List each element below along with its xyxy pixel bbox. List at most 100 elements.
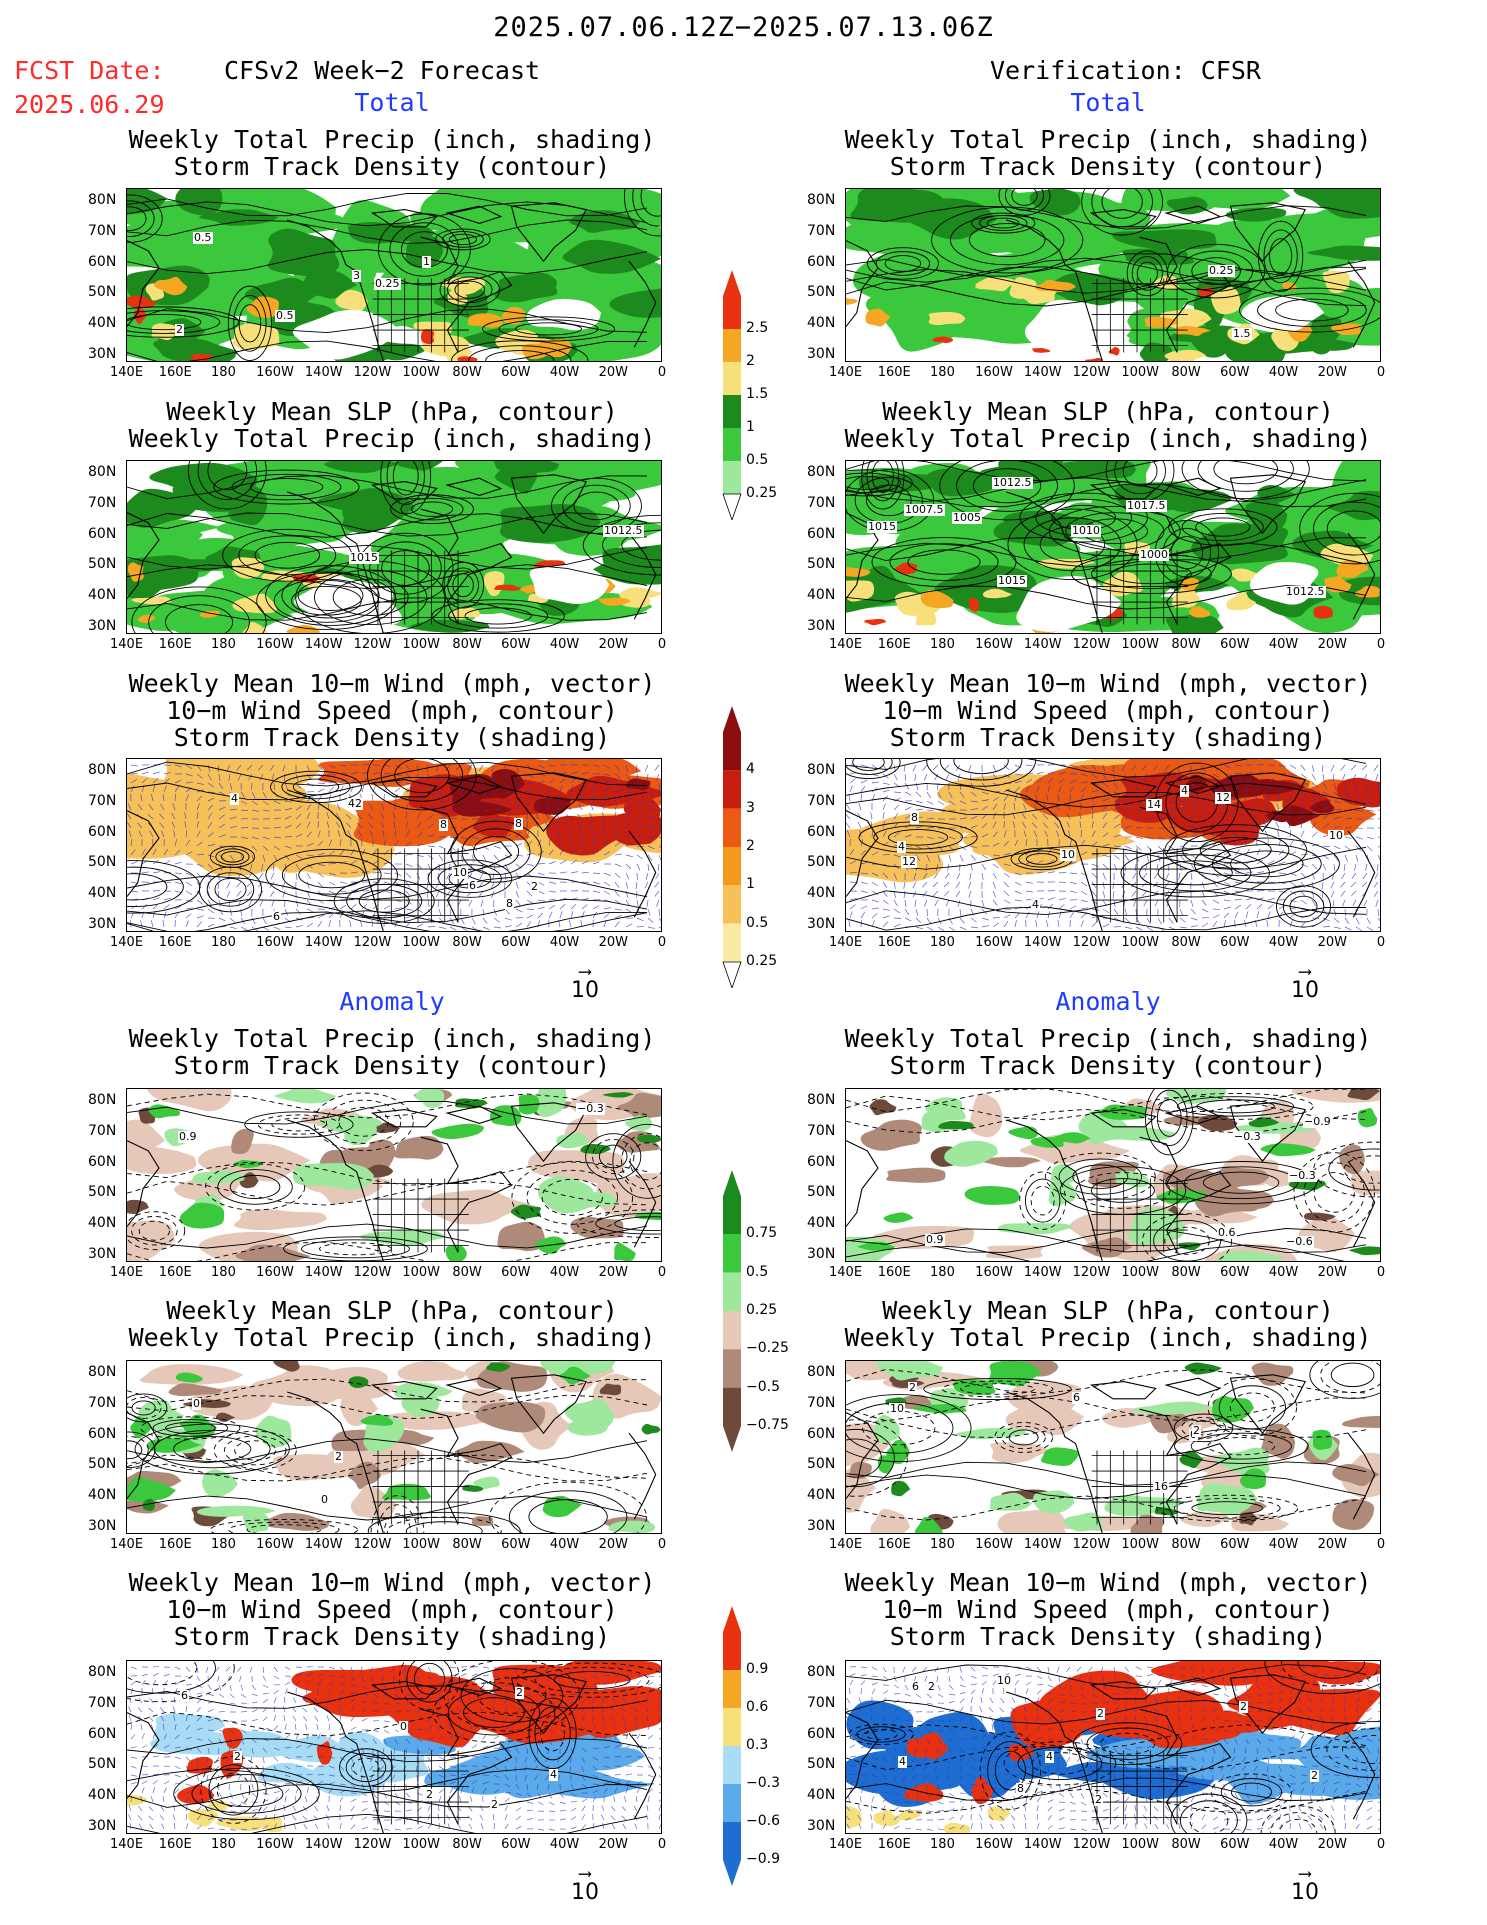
longitude-tick-label: 160E <box>158 1265 192 1280</box>
longitude-tick-label: 140E <box>110 637 144 652</box>
longitude-tick-label: 20W <box>1317 637 1347 652</box>
contour-label: 0.5 <box>275 309 295 322</box>
colorbar-tick-label: 0.5 <box>746 914 769 931</box>
latitude-tick-label: 60N <box>88 253 117 270</box>
arrow-right-icon: ⟶ <box>579 1863 591 1884</box>
map-panel-verification-anomaly-slp: 16106022 <box>845 1360 1381 1534</box>
contour-label: 1.5 <box>1232 327 1252 340</box>
longitude-tick-label: 0 <box>1376 1537 1386 1552</box>
colorbar-tick-label: −0.25 <box>746 1340 789 1357</box>
longitude-tick-label: 120W <box>1072 1837 1111 1852</box>
longitude-tick-label: 140E <box>829 1837 863 1852</box>
longitude-tick-label: 80W <box>1171 1265 1201 1280</box>
verification-title: Verification: CFSR <box>990 56 1261 85</box>
longitude-tick-label: 160E <box>158 637 192 652</box>
contour-label: −0.3 <box>1233 1130 1262 1143</box>
latitude-tick-label: 70N <box>807 222 836 239</box>
contour-label: 1012.5 <box>1285 585 1326 598</box>
longitude-tick-label: 160W <box>256 935 294 950</box>
latitude-tick-label: 30N <box>88 916 117 932</box>
panel-title: Weekly Mean SLP (hPa, contour) Weekly Tot… <box>128 1296 656 1352</box>
longitude-tick-label: 120W <box>1072 637 1111 652</box>
longitude-tick-label: 0 <box>657 637 667 652</box>
longitude-tick-label: 140E <box>110 935 144 950</box>
contour-label: 6 <box>468 879 477 892</box>
map-panel-forecast-anomaly-slp: 0 2 0 <box>126 1360 662 1534</box>
contour-label: 8 <box>505 897 514 910</box>
longitude-tick-label: 120W <box>353 637 392 652</box>
longitude-tick-label: 160E <box>877 1537 911 1552</box>
longitude-tick-label: 40W <box>549 1265 580 1280</box>
longitude-tick-label: 40W <box>1268 1837 1299 1852</box>
latitude-tick-label: 50N <box>807 1184 836 1201</box>
longitude-tick-label: 60W <box>501 1837 531 1852</box>
colorbar-tick-label: 4 <box>746 761 755 778</box>
panel-title: Weekly Total Precip (inch, shading) Storm… <box>844 1024 1372 1080</box>
section-total-right: Total <box>1070 88 1146 117</box>
latitude-tick-label: 30N <box>807 916 836 932</box>
contour-label: 2 <box>1239 1700 1248 1713</box>
latitude-tick-label: 70N <box>88 222 117 239</box>
longitude-tick-label: 100W <box>1121 935 1160 950</box>
contour-label: 6 <box>911 1680 920 1693</box>
longitude-tick-label: 0 <box>1376 365 1386 380</box>
longitude-tick-label: 120W <box>353 365 392 380</box>
arrow-right-icon: ⟶ <box>1299 1863 1311 1884</box>
longitude-tick-label: 160W <box>256 637 294 652</box>
latitude-tick-label: 60N <box>807 1725 836 1742</box>
vector-reference: ⟶ 10 <box>560 1863 610 1906</box>
longitude-tick-label: 160W <box>975 1837 1013 1852</box>
longitude-tick-label: 140E <box>110 1537 144 1552</box>
latitude-tick-label: 50N <box>88 1184 117 1201</box>
contour-label: 12 <box>1215 791 1231 804</box>
latitude-tick-label: 30N <box>88 1818 117 1834</box>
map-canvas <box>846 1361 1380 1533</box>
longitude-tick-label: 140E <box>110 1837 144 1852</box>
longitude-tick-label: 60W <box>1220 637 1250 652</box>
contour-label: 10 <box>889 1402 905 1415</box>
latitude-tick-label: 50N <box>807 1456 836 1473</box>
longitude-tick-label: 140E <box>110 365 144 380</box>
arrow-right-icon: ⟶ <box>579 961 591 982</box>
latitude-tick-label: 40N <box>807 885 836 902</box>
longitude-tick-label: 140W <box>1023 1265 1062 1280</box>
longitude-tick-label: 140E <box>829 1265 863 1280</box>
longitude-tick-label: 160E <box>877 637 911 652</box>
longitude-tick-label: 120W <box>1072 1537 1111 1552</box>
contour-label: 4 <box>898 1755 907 1768</box>
longitude-tick-label: 140W <box>304 1537 343 1552</box>
longitude-tick-label: 160E <box>158 935 192 950</box>
colorbar-tick-label: 0.5 <box>746 1263 769 1280</box>
longitude-tick-label: 0 <box>1376 1265 1386 1280</box>
longitude-tick-label: 120W <box>1072 935 1111 950</box>
fcst-date-label: FCST Date: <box>14 56 165 85</box>
longitude-tick-label: 20W <box>598 365 628 380</box>
longitude-tick-label: 20W <box>598 1837 628 1852</box>
latitude-tick-label: 80N <box>807 1092 836 1108</box>
contour-label: 2 <box>1096 1707 1105 1720</box>
latitude-tick-label: 70N <box>88 494 117 511</box>
contour-label: 0 <box>399 1720 408 1733</box>
longitude-tick-label: 80W <box>1171 1537 1201 1552</box>
colorbar-tick-label: −0.3 <box>746 1775 780 1791</box>
contour-label: 12 <box>901 855 917 868</box>
latitude-tick-label: 50N <box>807 854 836 871</box>
contour-label: 8 <box>1016 1782 1025 1795</box>
latitude-tick-label: 30N <box>88 618 117 634</box>
contour-label: 2 <box>515 1686 524 1699</box>
longitude-tick-label: 180 <box>930 935 955 950</box>
colorbar-scale <box>722 270 742 522</box>
longitude-tick-label: 40W <box>549 1837 580 1852</box>
longitude-tick-label: 80W <box>452 935 482 950</box>
latitude-tick-label: 70N <box>88 1694 117 1711</box>
contour-label: 8 <box>910 811 919 824</box>
longitude-tick-label: 100W <box>1121 1265 1160 1280</box>
section-anomaly-right: Anomaly <box>1055 987 1161 1016</box>
longitude-tick-label: 180 <box>930 1265 955 1280</box>
contour-label: 1005 <box>952 511 982 524</box>
panel-title: Weekly Mean 10−m Wind (mph, vector) 10−m … <box>128 1568 656 1651</box>
colorbar-tick-label: 0.3 <box>746 1737 769 1753</box>
contour-label: 8 <box>514 817 523 830</box>
contour-label: 6 <box>180 1689 189 1702</box>
longitude-tick-label: 60W <box>501 1265 531 1280</box>
